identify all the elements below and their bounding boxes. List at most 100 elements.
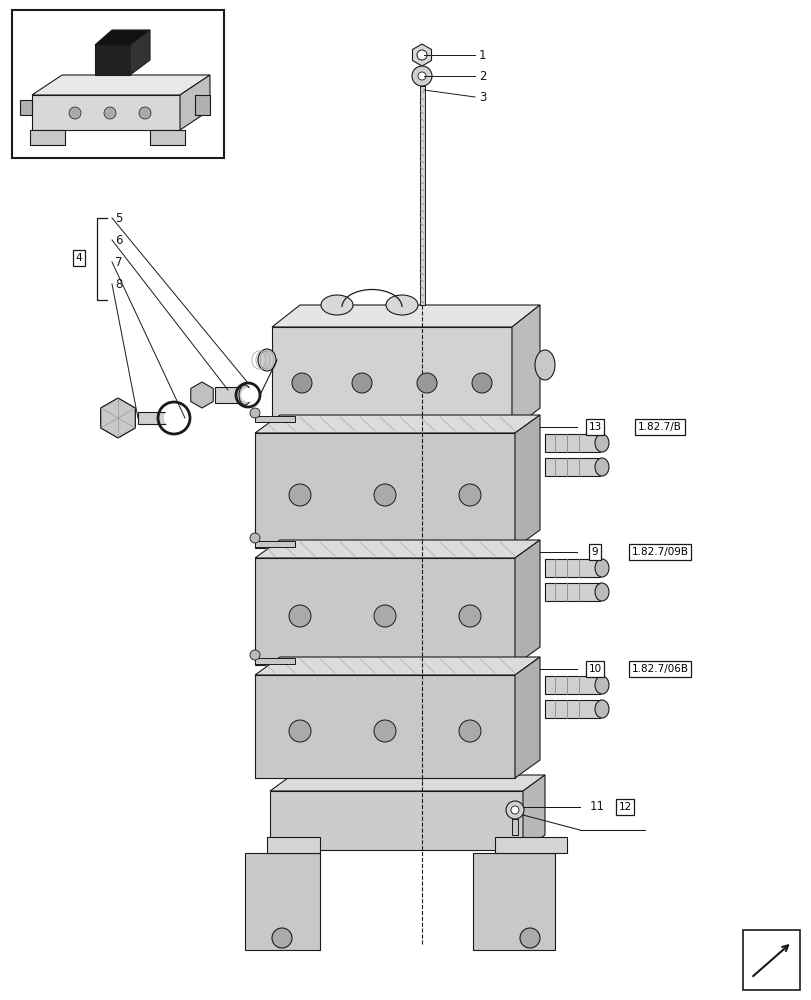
- Text: 8: 8: [115, 277, 122, 290]
- Ellipse shape: [594, 559, 608, 577]
- Polygon shape: [32, 95, 180, 130]
- Text: 6: 6: [115, 233, 122, 246]
- Circle shape: [458, 484, 480, 506]
- Text: 5: 5: [115, 212, 122, 225]
- Text: 1.82.7/09B: 1.82.7/09B: [631, 547, 688, 557]
- Circle shape: [418, 72, 426, 80]
- Polygon shape: [195, 95, 210, 115]
- Polygon shape: [255, 675, 514, 778]
- Ellipse shape: [594, 583, 608, 601]
- Polygon shape: [32, 75, 210, 95]
- Bar: [215, 387, 245, 403]
- Circle shape: [289, 720, 311, 742]
- Text: 1.82.7/06B: 1.82.7/06B: [631, 664, 688, 674]
- Polygon shape: [30, 130, 65, 145]
- Text: 9: 9: [591, 547, 598, 557]
- Circle shape: [374, 484, 396, 506]
- Text: 1.82.7/B: 1.82.7/B: [637, 422, 681, 432]
- Ellipse shape: [320, 295, 353, 315]
- Bar: [544, 559, 599, 577]
- Bar: [12, 10, 224, 158]
- Polygon shape: [95, 30, 150, 45]
- Polygon shape: [272, 327, 512, 430]
- Polygon shape: [255, 540, 539, 558]
- Circle shape: [411, 66, 431, 86]
- Bar: [544, 700, 599, 718]
- Polygon shape: [255, 415, 539, 433]
- Polygon shape: [130, 30, 150, 75]
- Circle shape: [104, 107, 116, 119]
- Polygon shape: [412, 44, 431, 66]
- Polygon shape: [191, 382, 213, 408]
- Bar: [255, 541, 294, 547]
- Text: 12: 12: [618, 802, 631, 812]
- Text: 7: 7: [115, 255, 122, 268]
- Circle shape: [374, 605, 396, 627]
- Polygon shape: [272, 305, 539, 327]
- Bar: [255, 658, 294, 664]
- Polygon shape: [267, 837, 320, 853]
- Polygon shape: [255, 433, 514, 548]
- Polygon shape: [255, 558, 514, 665]
- Circle shape: [417, 373, 436, 393]
- Bar: [544, 583, 599, 601]
- Polygon shape: [514, 657, 539, 778]
- Ellipse shape: [594, 458, 608, 476]
- Circle shape: [374, 720, 396, 742]
- Circle shape: [139, 107, 151, 119]
- Bar: [419, 86, 424, 305]
- Polygon shape: [20, 100, 32, 115]
- Ellipse shape: [258, 349, 276, 371]
- Ellipse shape: [594, 434, 608, 452]
- Circle shape: [250, 408, 260, 418]
- Polygon shape: [473, 853, 554, 950]
- Bar: [544, 434, 599, 452]
- Bar: [544, 676, 599, 694]
- Polygon shape: [245, 853, 320, 950]
- Polygon shape: [270, 791, 522, 850]
- Text: 10: 10: [588, 664, 601, 674]
- Circle shape: [519, 928, 539, 948]
- Text: 13: 13: [588, 422, 601, 432]
- Text: 4: 4: [75, 253, 82, 263]
- Text: 2: 2: [478, 70, 486, 83]
- Bar: [255, 416, 294, 422]
- Polygon shape: [255, 657, 539, 675]
- Circle shape: [164, 408, 184, 428]
- Polygon shape: [180, 75, 210, 130]
- Ellipse shape: [238, 385, 251, 405]
- Text: 3: 3: [478, 91, 486, 104]
- Polygon shape: [270, 775, 544, 791]
- Ellipse shape: [594, 676, 608, 694]
- Circle shape: [417, 50, 427, 60]
- Circle shape: [458, 720, 480, 742]
- Text: 11: 11: [590, 800, 604, 813]
- Polygon shape: [150, 130, 185, 145]
- Polygon shape: [522, 775, 544, 850]
- Circle shape: [250, 533, 260, 543]
- Circle shape: [289, 605, 311, 627]
- Ellipse shape: [534, 350, 554, 380]
- Circle shape: [272, 928, 292, 948]
- Circle shape: [510, 806, 518, 814]
- Circle shape: [458, 605, 480, 627]
- Circle shape: [292, 373, 311, 393]
- Circle shape: [289, 484, 311, 506]
- Circle shape: [241, 388, 255, 402]
- Circle shape: [505, 801, 523, 819]
- Circle shape: [471, 373, 491, 393]
- Polygon shape: [514, 415, 539, 548]
- Circle shape: [250, 650, 260, 660]
- Text: 1: 1: [478, 49, 486, 62]
- Circle shape: [69, 107, 81, 119]
- Bar: [512, 819, 517, 835]
- Bar: [138, 412, 165, 424]
- Ellipse shape: [385, 295, 418, 315]
- Polygon shape: [101, 398, 135, 438]
- Polygon shape: [514, 540, 539, 665]
- Ellipse shape: [594, 700, 608, 718]
- Circle shape: [351, 373, 371, 393]
- Polygon shape: [512, 305, 539, 430]
- Polygon shape: [495, 837, 566, 853]
- Bar: [544, 458, 599, 476]
